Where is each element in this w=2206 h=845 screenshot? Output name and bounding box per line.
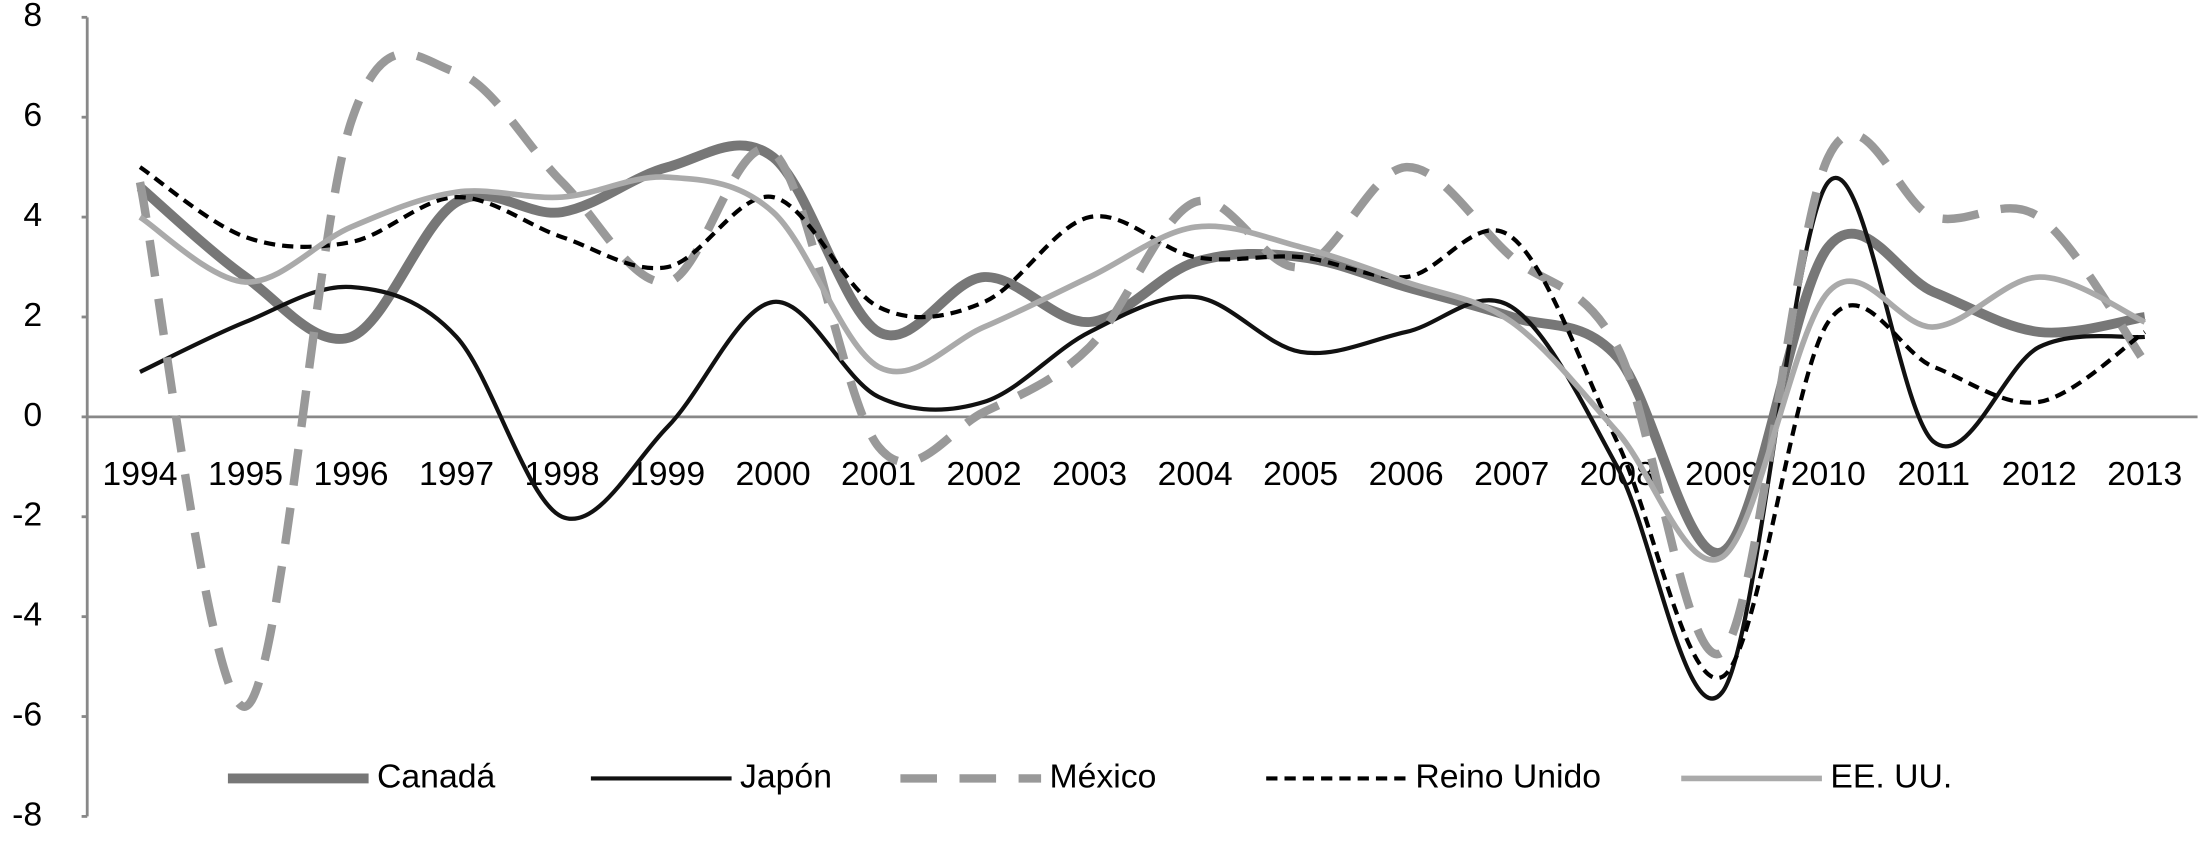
series-line	[138, 174, 2146, 563]
series-line	[135, 49, 2149, 711]
y-tick-label: 8	[23, 0, 42, 34]
x-tick-label: 1997	[419, 455, 494, 493]
series-line	[136, 140, 2146, 558]
y-tick-label: 4	[23, 196, 42, 234]
series-line	[139, 176, 2145, 701]
legend-label: EE. UU.	[1830, 757, 1952, 795]
x-tick-label: 2002	[947, 455, 1022, 493]
x-tick-label: 2004	[1158, 455, 1233, 493]
x-tick-label: 2012	[2002, 455, 2077, 493]
y-tick-label: 0	[23, 396, 42, 434]
x-tick-label: 2013	[2107, 455, 2182, 493]
y-tick-label: -2	[12, 496, 42, 534]
x-tick-label: 1994	[102, 455, 177, 493]
series-line	[138, 165, 2146, 681]
x-tick-label: 2011	[1897, 455, 1970, 493]
x-tick-label: 2005	[1263, 455, 1338, 493]
y-tick-label: -4	[12, 596, 42, 634]
x-tick-label: 2006	[1369, 455, 1444, 493]
x-tick-label: 2003	[1052, 455, 1127, 493]
x-tick-label: 2007	[1474, 455, 1549, 493]
x-tick-label: 2000	[736, 455, 811, 493]
y-tick-label: 6	[23, 96, 42, 134]
legend-label: Reino Unido	[1415, 757, 1601, 795]
x-tick-label: 1999	[630, 455, 705, 493]
x-tick-label: 2009	[1685, 455, 1760, 493]
x-tick-label: 2010	[1791, 455, 1866, 493]
legend-label: Canadá	[377, 757, 495, 795]
x-tick-label: 1996	[313, 455, 388, 493]
y-tick-label: 2	[23, 296, 42, 334]
y-tick-label: -6	[12, 695, 42, 733]
y-tick-label: -8	[12, 795, 42, 833]
legend-label: Japón	[740, 757, 832, 795]
x-tick-label: 1995	[208, 455, 283, 493]
legend-label: México	[1050, 757, 1157, 795]
x-tick-label: 2001	[841, 455, 916, 493]
